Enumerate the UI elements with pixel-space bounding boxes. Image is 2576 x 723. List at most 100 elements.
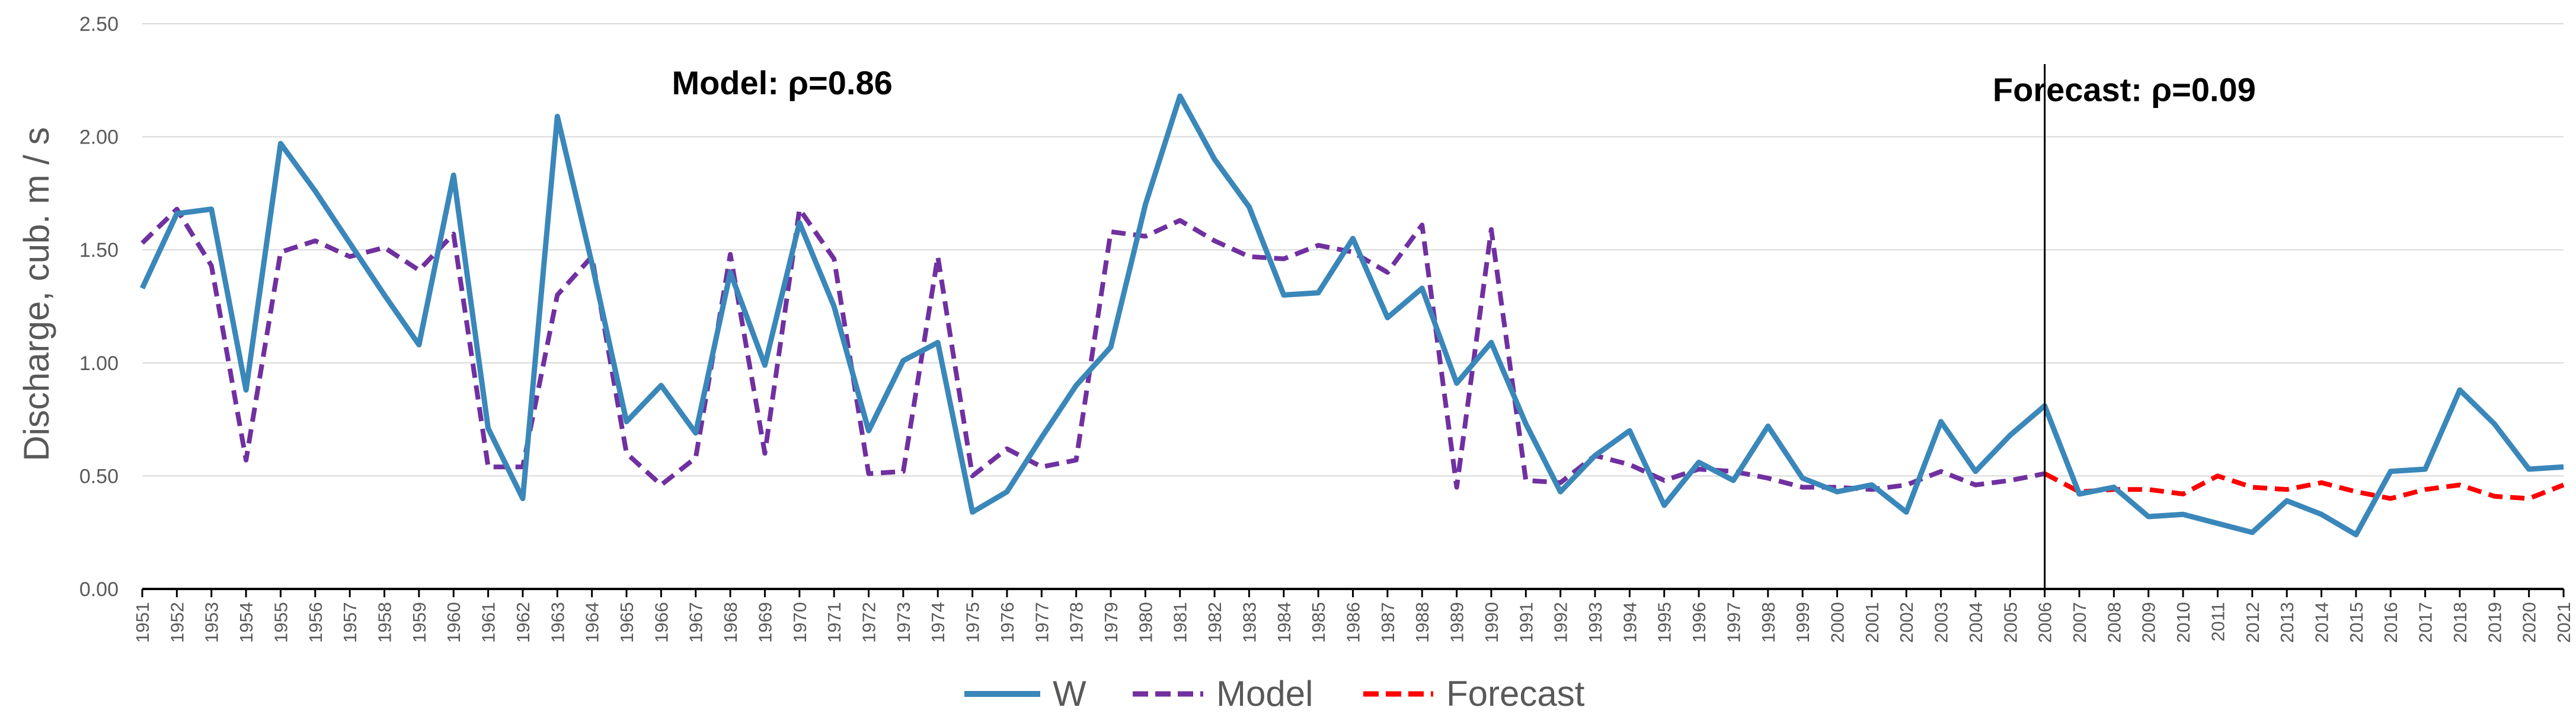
w-point: [1386, 316, 1389, 320]
w-point: [2251, 531, 2254, 534]
w-point: [1524, 422, 1527, 426]
w-point: [659, 384, 663, 387]
x-tick-label: 2020: [2519, 602, 2540, 643]
forecast-point: [2424, 488, 2427, 491]
model-point: [694, 456, 698, 460]
x-tick-label: 1965: [616, 602, 637, 643]
x-tick-label: 2000: [1827, 602, 1848, 643]
w-point: [694, 431, 698, 435]
x-tick-label: 1966: [651, 602, 672, 643]
x-tick-label: 1979: [1101, 602, 1121, 643]
w-point: [140, 286, 144, 290]
w-point: [1904, 510, 1908, 514]
forecast-line: [2043, 472, 2565, 501]
w-point: [902, 359, 905, 362]
w-point: [832, 305, 836, 308]
x-tick-label: 1996: [1689, 602, 1709, 643]
w-point: [1974, 470, 1977, 473]
forecast-point: [2562, 483, 2565, 487]
x-tick-label: 1989: [1447, 602, 1468, 643]
w-point: [2285, 499, 2289, 502]
model-point: [383, 246, 386, 249]
x-tick-label: 1992: [1551, 602, 1571, 643]
w-point: [1697, 461, 1701, 464]
annotations: Model: ρ=0.86 Forecast: ρ=0.09: [672, 64, 2255, 108]
w-point: [2320, 512, 2323, 516]
x-tick-label: 2003: [1931, 602, 1952, 643]
x-tick-label: 2005: [2000, 602, 2021, 643]
model-point: [1040, 465, 1043, 469]
model-point: [1109, 230, 1113, 234]
model-point: [1351, 250, 1355, 254]
x-tick-label: 2006: [2035, 602, 2056, 643]
x-tick-label: 1964: [582, 602, 603, 643]
y-tick-label: 2.50: [79, 13, 119, 36]
x-tick-label: 2009: [2139, 602, 2159, 643]
model-line: [140, 206, 2046, 492]
x-tick-label: 1956: [305, 602, 326, 643]
model-point: [1663, 479, 1666, 482]
series-model: [140, 206, 2046, 492]
model-point: [175, 208, 178, 211]
model-point: [244, 458, 248, 462]
x-tick-label: 1978: [1066, 602, 1087, 643]
x-tick-label: 1987: [1378, 602, 1398, 643]
model-point: [1420, 223, 1424, 227]
x-tick-label: 1977: [1031, 602, 1052, 643]
x-tick-label: 1958: [375, 602, 395, 643]
y-tick-label: 0.50: [79, 465, 119, 488]
x-tick-label: 1970: [790, 602, 810, 643]
forecast-point: [2458, 483, 2462, 487]
model-point: [763, 451, 766, 455]
x-tick-label: 1971: [824, 602, 845, 643]
w-point: [1351, 237, 1355, 240]
w-point: [555, 114, 559, 118]
w-point: [1109, 345, 1113, 349]
model-point: [140, 241, 144, 245]
x-tick-label: 1997: [1723, 602, 1744, 643]
x-tick-label: 1969: [755, 602, 775, 643]
forecast-point: [2216, 474, 2219, 477]
w-point: [1040, 436, 1043, 439]
model-point: [1766, 476, 1770, 480]
w-point: [2424, 467, 2427, 471]
w-point: [279, 142, 282, 145]
w-point: [1939, 420, 1943, 423]
x-tick-label: 1991: [1516, 602, 1536, 643]
x-tick-label: 1952: [167, 602, 187, 643]
w-point: [763, 364, 766, 367]
w-point: [2562, 465, 2565, 469]
w-point: [487, 426, 490, 430]
model-point: [867, 472, 871, 476]
model-point: [1904, 483, 1908, 487]
legend-label-forecast: Forecast: [1446, 674, 1585, 714]
x-tick-label: 1968: [720, 602, 741, 643]
w-point: [2112, 485, 2115, 489]
w-point: [1178, 94, 1182, 98]
x-tick-label: 2017: [2415, 602, 2436, 643]
w-point: [1559, 490, 1562, 493]
w-point: [1628, 429, 1631, 432]
x-tick-label: 1993: [1585, 602, 1606, 643]
w-point: [1075, 384, 1078, 387]
model-point: [1316, 244, 1320, 247]
x-tick-label: 1960: [443, 602, 464, 643]
legend: W Model Forecast: [964, 674, 1585, 714]
w-point: [1593, 454, 1597, 457]
x-tick-label: 2021: [2553, 602, 2574, 643]
x-tick-label: 1976: [997, 602, 1018, 643]
x-tick-label: 1999: [1792, 602, 1813, 643]
model-point: [659, 483, 663, 487]
x-tick-label: 2016: [2380, 602, 2401, 643]
model-point: [1075, 458, 1078, 462]
w-point: [1766, 425, 1770, 428]
x-tick-label: 2015: [2346, 602, 2367, 643]
w-point: [1490, 340, 1493, 344]
x-tick-label: 1986: [1343, 602, 1364, 643]
model-point: [210, 264, 213, 267]
model-point: [1247, 255, 1251, 259]
model-point: [1628, 463, 1631, 466]
x-tick-label: 1995: [1654, 602, 1675, 643]
w-point: [625, 420, 628, 423]
x-tick-label: 2002: [1896, 602, 1917, 643]
